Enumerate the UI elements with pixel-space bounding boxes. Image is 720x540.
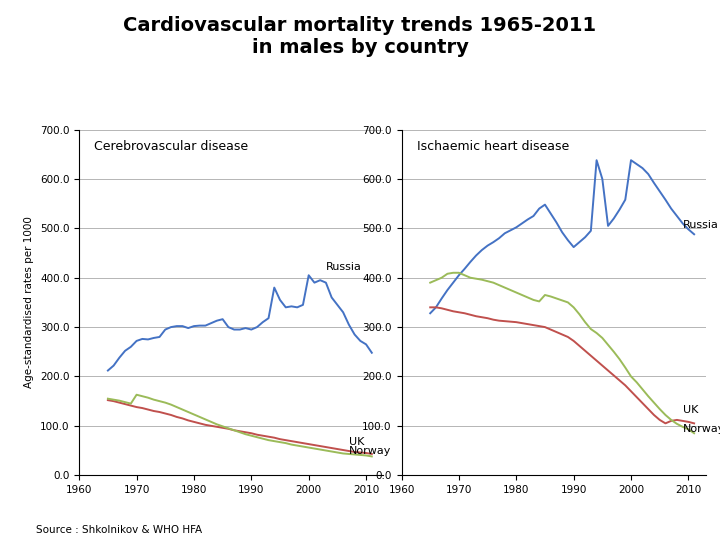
Text: UK: UK [683, 406, 698, 415]
Text: Source : Shkolnikov & WHO HFA: Source : Shkolnikov & WHO HFA [36, 524, 202, 535]
Text: Norway: Norway [683, 424, 720, 434]
Text: Norway: Norway [349, 447, 391, 456]
Text: Cardiovascular mortality trends 1965-2011
in males by country: Cardiovascular mortality trends 1965-201… [123, 16, 597, 57]
Text: Ischaemic heart disease: Ischaemic heart disease [417, 140, 569, 153]
Text: UK: UK [349, 436, 364, 447]
Y-axis label: Age-standardised rates per 1000: Age-standardised rates per 1000 [24, 217, 35, 388]
Text: Russia: Russia [683, 220, 719, 231]
Text: Cerebrovascular disease: Cerebrovascular disease [94, 140, 248, 153]
Text: Russia: Russia [326, 262, 361, 272]
